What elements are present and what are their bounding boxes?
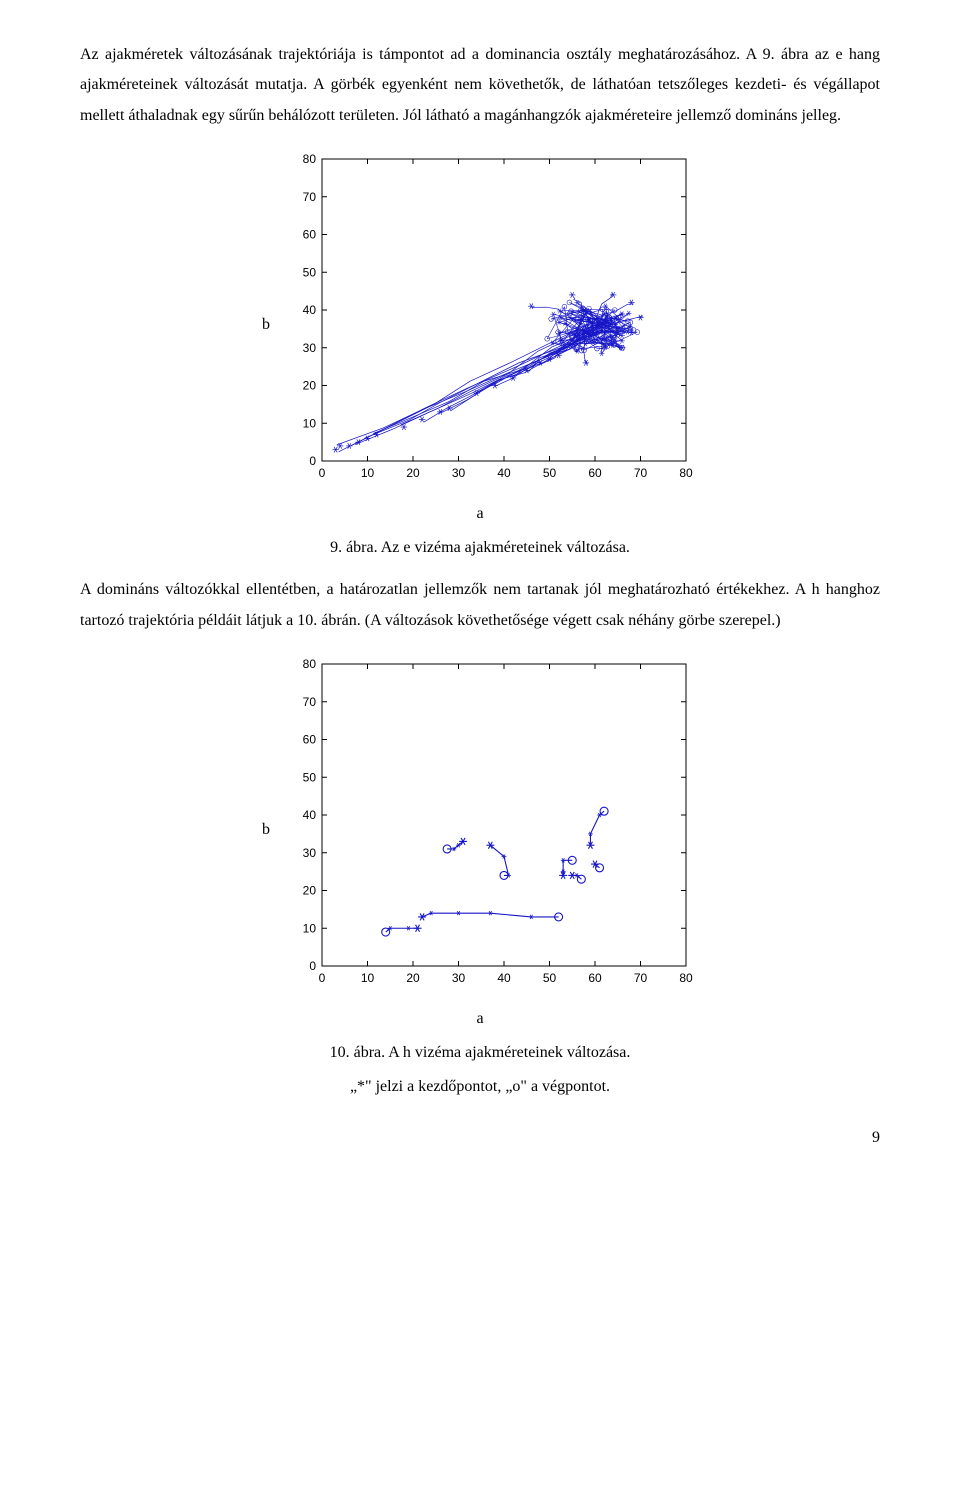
fig9-caption: 9. ábra. Az e vizéma ajakméreteinek vált… (80, 533, 880, 563)
fig9-x-label: a (80, 499, 880, 529)
svg-text:40: 40 (497, 466, 511, 480)
fig10-caption: 10. ábra. A h vizéma ajakméreteinek vált… (80, 1038, 880, 1068)
svg-text:50: 50 (303, 265, 317, 279)
svg-text:50: 50 (543, 971, 557, 985)
svg-text:20: 20 (406, 971, 420, 985)
paragraph-1: Az ajakméretek változásának trajektóriáj… (80, 40, 880, 131)
svg-text:10: 10 (303, 416, 317, 430)
svg-text:20: 20 (303, 884, 317, 898)
figure-10: b 0 10 20 30 40 50 60 70 80 0 10 20 30 40 50 60 70 80 a 1… (80, 654, 880, 1103)
svg-text:30: 30 (452, 466, 466, 480)
svg-text:30: 30 (303, 846, 317, 860)
fig10-chart: 0 10 20 30 40 50 60 70 80 0 10 20 30 40 50 60 70 80 (278, 654, 698, 1005)
svg-text:30: 30 (452, 971, 466, 985)
svg-text:80: 80 (303, 152, 317, 166)
svg-text:50: 50 (303, 770, 317, 784)
svg-text:70: 70 (303, 695, 317, 709)
svg-text:10: 10 (361, 466, 375, 480)
svg-text:70: 70 (634, 971, 648, 985)
svg-text:40: 40 (497, 971, 511, 985)
svg-text:40: 40 (303, 303, 317, 317)
svg-text:0: 0 (319, 971, 326, 985)
fig10-x-label: a (80, 1004, 880, 1034)
svg-text:20: 20 (406, 466, 420, 480)
svg-text:10: 10 (303, 921, 317, 935)
svg-text:30: 30 (303, 341, 317, 355)
svg-text:0: 0 (309, 959, 316, 973)
svg-text:60: 60 (588, 466, 602, 480)
svg-text:10: 10 (361, 971, 375, 985)
svg-text:80: 80 (679, 466, 693, 480)
svg-text:20: 20 (303, 379, 317, 393)
svg-text:50: 50 (543, 466, 557, 480)
fig9-chart: 0 10 20 30 40 50 60 70 80 0 10 20 30 40 50 60 70 80 (278, 149, 698, 500)
svg-text:70: 70 (303, 190, 317, 204)
svg-text:40: 40 (303, 808, 317, 822)
svg-text:80: 80 (303, 657, 317, 671)
svg-text:60: 60 (588, 971, 602, 985)
figure-9: b 0 10 20 30 40 50 60 70 80 0 10 20 30 40 50 60 70 80 a 9… (80, 149, 880, 563)
svg-text:60: 60 (303, 733, 317, 747)
svg-text:0: 0 (309, 454, 316, 468)
page-number: 9 (80, 1123, 880, 1153)
fig10-caption-sub: „*" jelzi a kezdőpontot, „o" a végpontot… (80, 1072, 880, 1102)
svg-text:70: 70 (634, 466, 648, 480)
svg-text:0: 0 (319, 466, 326, 480)
svg-text:60: 60 (303, 228, 317, 242)
fig9-y-label: b (262, 310, 270, 340)
paragraph-2: A domináns változókkal ellentétben, a ha… (80, 575, 880, 636)
fig10-y-label: b (262, 815, 270, 845)
svg-text:80: 80 (679, 971, 693, 985)
